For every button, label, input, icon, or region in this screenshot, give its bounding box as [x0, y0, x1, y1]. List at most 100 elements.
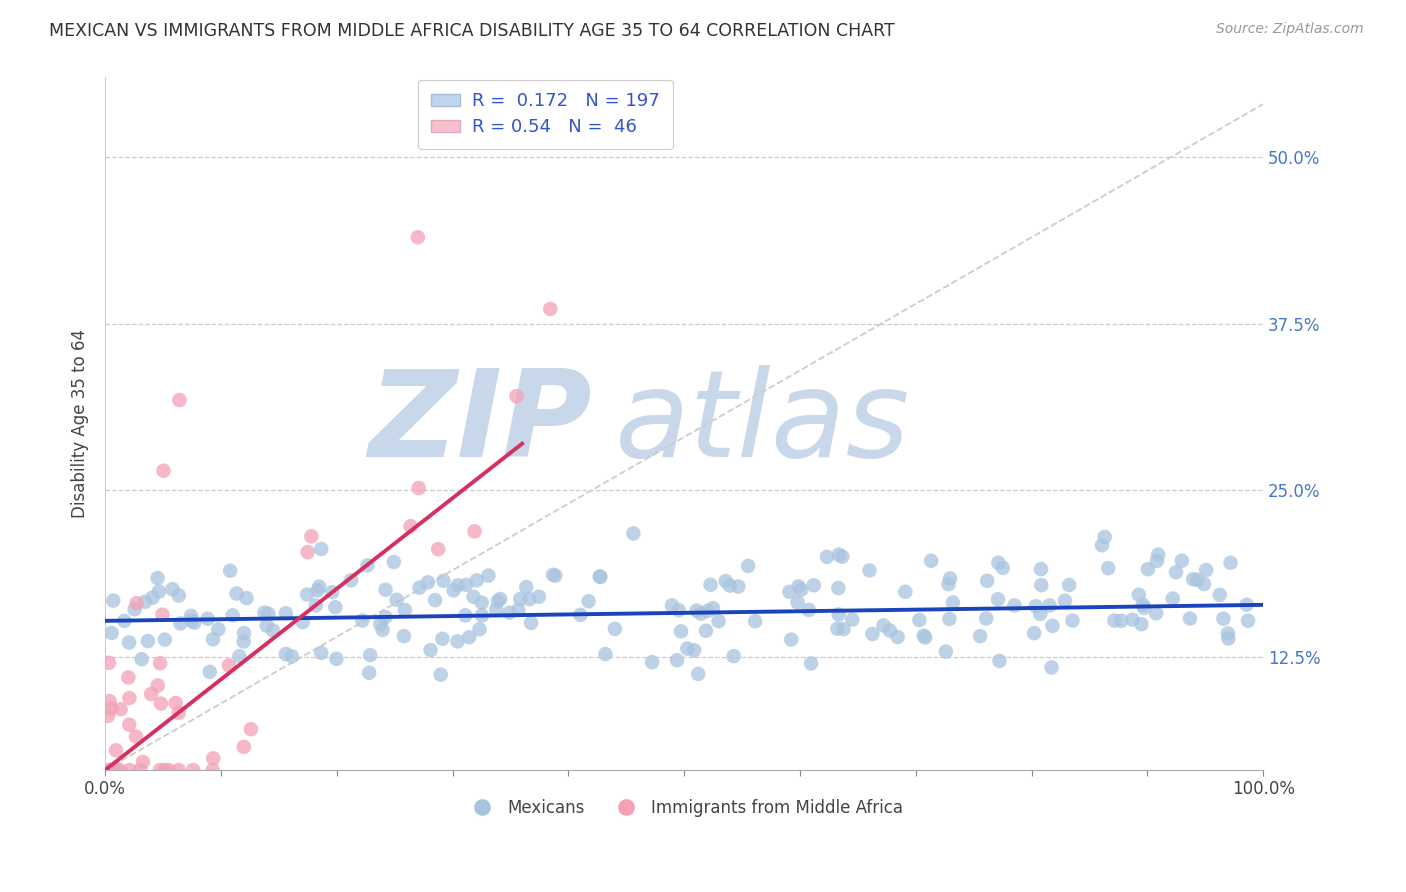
Point	[274, 606, 297, 620]
Point	[456, 578, 478, 592]
Point	[689, 607, 711, 621]
Point	[685, 604, 707, 618]
Point	[1104, 614, 1126, 628]
Point	[165, 696, 187, 710]
Point	[1219, 556, 1241, 570]
Point	[463, 590, 485, 604]
Point	[291, 615, 314, 629]
Point	[1144, 607, 1167, 621]
Point	[987, 592, 1010, 607]
Point	[157, 763, 180, 777]
Point	[240, 722, 263, 736]
Point	[800, 657, 823, 671]
Point	[149, 697, 172, 711]
Point	[666, 653, 689, 667]
Point	[797, 603, 820, 617]
Point	[1182, 572, 1205, 586]
Point	[118, 763, 141, 777]
Point	[305, 599, 328, 613]
Point	[221, 608, 243, 623]
Point	[356, 558, 378, 573]
Point	[641, 655, 664, 669]
Point	[423, 593, 446, 607]
Point	[828, 548, 851, 562]
Point	[707, 614, 730, 628]
Point	[787, 579, 810, 593]
Point	[443, 583, 465, 598]
Point	[541, 567, 564, 582]
Point	[1212, 612, 1234, 626]
Point	[169, 392, 191, 407]
Point	[359, 665, 381, 680]
Point	[1094, 530, 1116, 544]
Point	[803, 578, 825, 592]
Point	[98, 694, 121, 708]
Point	[595, 647, 617, 661]
Point	[129, 763, 152, 777]
Point	[1038, 599, 1060, 613]
Point	[938, 612, 960, 626]
Point	[578, 594, 600, 608]
Point	[233, 626, 256, 640]
Point	[309, 646, 332, 660]
Point	[325, 652, 347, 666]
Point	[371, 623, 394, 637]
Point	[969, 629, 991, 643]
Point	[118, 717, 141, 731]
Point	[100, 626, 122, 640]
Point	[152, 464, 174, 478]
Point	[1178, 611, 1201, 625]
Point	[134, 595, 156, 609]
Point	[167, 706, 190, 720]
Point	[139, 687, 162, 701]
Point	[505, 389, 527, 403]
Point	[141, 591, 163, 605]
Point	[832, 622, 855, 636]
Point	[727, 580, 749, 594]
Point	[235, 591, 257, 605]
Point	[323, 600, 346, 615]
Point	[382, 555, 405, 569]
Point	[394, 603, 416, 617]
Point	[132, 755, 155, 769]
Point	[1029, 562, 1052, 576]
Point	[125, 596, 148, 610]
Point	[105, 743, 128, 757]
Point	[201, 763, 224, 777]
Point	[702, 601, 724, 615]
Point	[872, 618, 894, 632]
Point	[153, 763, 176, 777]
Point	[509, 592, 531, 607]
Point	[1024, 626, 1046, 640]
Point	[110, 702, 132, 716]
Point	[935, 644, 957, 658]
Point	[112, 614, 135, 628]
Point	[976, 574, 998, 588]
Point	[152, 607, 174, 622]
Point	[914, 631, 936, 645]
Point	[815, 549, 838, 564]
Point	[477, 568, 499, 582]
Point	[471, 608, 494, 623]
Point	[828, 607, 851, 622]
Point	[447, 578, 470, 592]
Point	[589, 570, 612, 584]
Point	[860, 627, 883, 641]
Point	[508, 603, 530, 617]
Point	[307, 583, 329, 598]
Point	[827, 581, 849, 595]
Point	[427, 542, 450, 557]
Point	[858, 563, 880, 577]
Text: atlas: atlas	[614, 365, 910, 483]
Point	[181, 763, 204, 777]
Point	[295, 587, 318, 601]
Point	[1218, 632, 1240, 646]
Point	[538, 301, 561, 316]
Point	[1185, 573, 1208, 587]
Point	[118, 635, 141, 649]
Point	[831, 549, 853, 564]
Point	[1122, 613, 1144, 627]
Point	[661, 599, 683, 613]
Point	[1057, 578, 1080, 592]
Point	[718, 578, 741, 592]
